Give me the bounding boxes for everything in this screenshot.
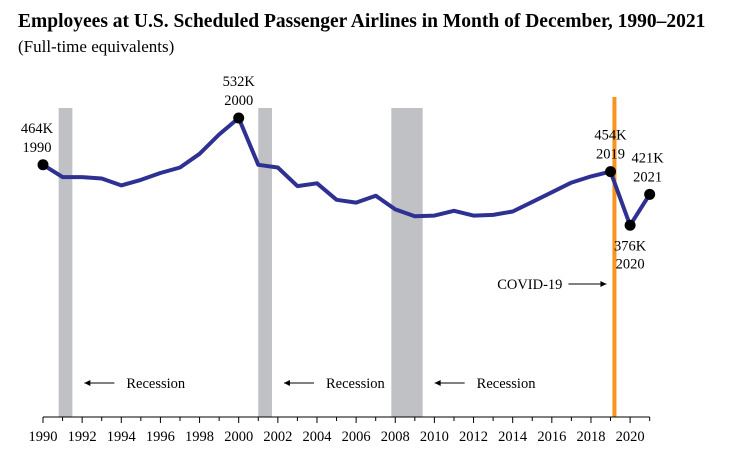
x-axis: 1990 1992 1994 1996 1998 2000 2002 2004 2006 2008… — [29, 416, 651, 445]
recession-band — [258, 108, 272, 417]
covid-line — [612, 97, 617, 417]
data-label-year: 2021 — [633, 169, 662, 185]
x-tick-label: 2018 — [576, 429, 605, 445]
data-label-year: 2020 — [616, 256, 645, 272]
data-point-1990 — [37, 159, 49, 171]
recession-band — [391, 108, 423, 417]
employees-series-line — [41, 116, 652, 228]
x-tick-label: 2002 — [263, 429, 292, 445]
event-markers: COVID-19 — [497, 97, 617, 417]
x-tick-label: 2016 — [537, 429, 566, 445]
data-label-value: 376K — [614, 238, 647, 254]
x-tick-label: 1990 — [29, 429, 58, 445]
data-point-2020 — [624, 219, 636, 231]
x-tick-label: 1994 — [107, 429, 137, 445]
x-tick-label: 2010 — [420, 429, 449, 445]
covid-label: COVID-19 — [497, 277, 562, 293]
x-tick-label: 2014 — [498, 429, 528, 445]
recession-label: Recession — [126, 376, 186, 392]
recession-band — [58, 108, 73, 417]
x-tick-label: 2012 — [459, 429, 488, 445]
x-tick-label: 2004 — [302, 429, 332, 445]
covid-arrow — [568, 281, 607, 287]
recession-arrow — [84, 380, 115, 386]
x-tick-label: 1996 — [146, 429, 175, 445]
data-label-year: 2019 — [596, 147, 625, 163]
x-tick-label: 2008 — [381, 429, 410, 445]
data-label-value: 421K — [632, 150, 665, 166]
data-label-value: 532K — [223, 74, 256, 90]
recession-arrow — [434, 380, 465, 386]
chart-title: Employees at U.S. Scheduled Passenger Ai… — [18, 11, 706, 32]
chart-subtitle: (Full-time equivalents) — [18, 37, 175, 56]
x-tick-label: 2000 — [224, 429, 253, 445]
highlighted-points: 464K 1990 532K 2000 454K 2019 376K 2020 421K 2021 — [21, 74, 664, 272]
data-point-2000 — [233, 112, 245, 124]
data-point-2019 — [605, 166, 617, 178]
series-lines — [41, 116, 652, 228]
x-tick-label: 2006 — [342, 429, 371, 445]
recession-label: Recession — [326, 376, 386, 392]
data-label-value: 454K — [594, 128, 627, 144]
recession-arrow — [283, 380, 314, 386]
x-tick-label: 1992 — [68, 429, 97, 445]
recession-label: Recession — [477, 376, 537, 392]
x-tick-label: 1998 — [185, 429, 214, 445]
data-label-value: 464K — [21, 121, 54, 137]
data-label-year: 2000 — [224, 93, 253, 109]
x-tick-label: 2020 — [616, 429, 645, 445]
recession-bands: Recession Recession Recession — [58, 108, 537, 417]
data-point-2021 — [644, 188, 656, 200]
data-label-year: 1990 — [23, 140, 52, 156]
